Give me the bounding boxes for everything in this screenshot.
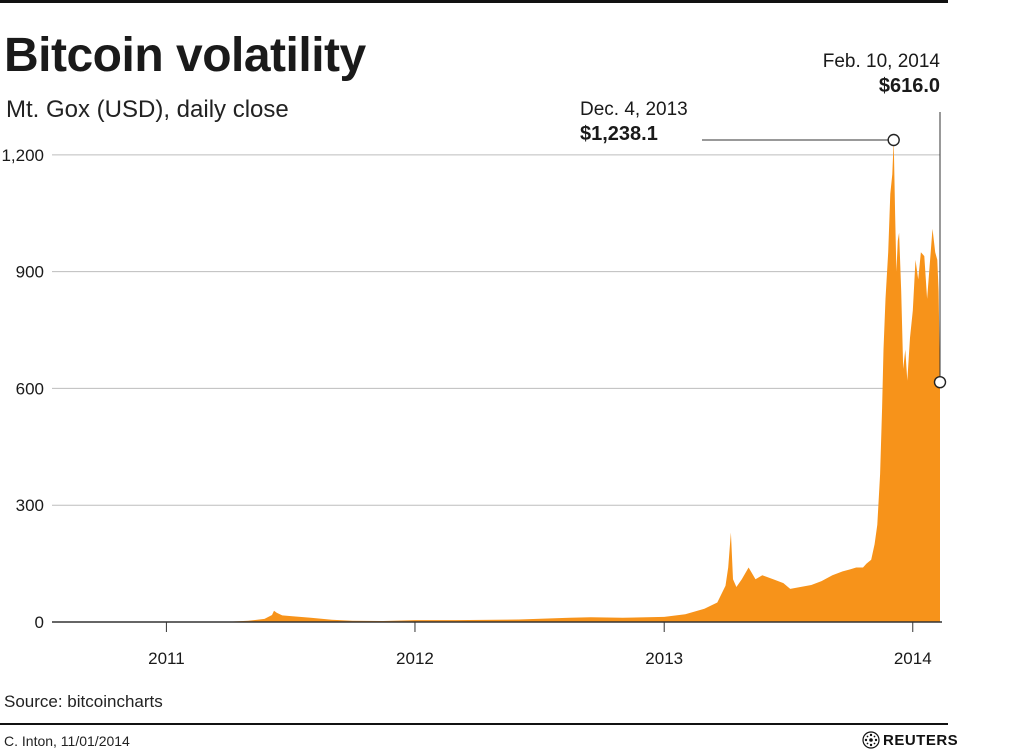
latest-marker <box>933 375 947 389</box>
latest-annotation: Feb. 10, 2014 $616.0 <box>823 50 940 99</box>
x-tick-label: 2011 <box>148 649 185 668</box>
credit-note: C. Inton, 11/01/2014 <box>4 733 130 749</box>
tick-labels: 0 300 600 900 1,200 2011 2012 2013 2014 <box>1 146 931 668</box>
annotation-markers <box>702 112 947 389</box>
y-tick-label: 0 <box>35 613 44 632</box>
brand-name: REUTERS <box>883 731 959 749</box>
bottom-rule <box>0 723 948 725</box>
latest-annotation-date: Feb. 10, 2014 <box>822 51 940 72</box>
chart-subtitle: Mt. Gox (USD), daily close <box>6 96 289 123</box>
brand-logo: REUTERS <box>862 731 958 749</box>
y-tick-label: 300 <box>16 496 44 515</box>
top-rule <box>0 0 948 3</box>
x-tick-label: 2012 <box>396 649 434 668</box>
x-tick-label: 2014 <box>894 649 932 668</box>
x-tick-label: 2013 <box>645 649 683 668</box>
y-tick-label: 900 <box>16 263 44 282</box>
peak-annotation-date: Dec. 4, 2013 <box>580 99 688 120</box>
peak-annotation-value: $1,238.1 <box>580 123 658 145</box>
source-note: Source: bitcoincharts <box>4 692 163 711</box>
peak-marker <box>887 133 900 147</box>
reuters-logo-icon <box>862 731 880 749</box>
peak-annotation: Dec. 4, 2013 $1,238.1 <box>580 98 688 147</box>
latest-annotation-value: $616.0 <box>878 75 940 97</box>
y-tick-label: 1,200 <box>1 146 44 165</box>
series-area <box>52 140 940 622</box>
gridlines <box>52 154 940 506</box>
chart-title: Bitcoin volatility <box>4 29 366 82</box>
y-tick-label: 600 <box>16 379 44 398</box>
axes <box>52 621 942 632</box>
series-area-path <box>52 140 940 622</box>
